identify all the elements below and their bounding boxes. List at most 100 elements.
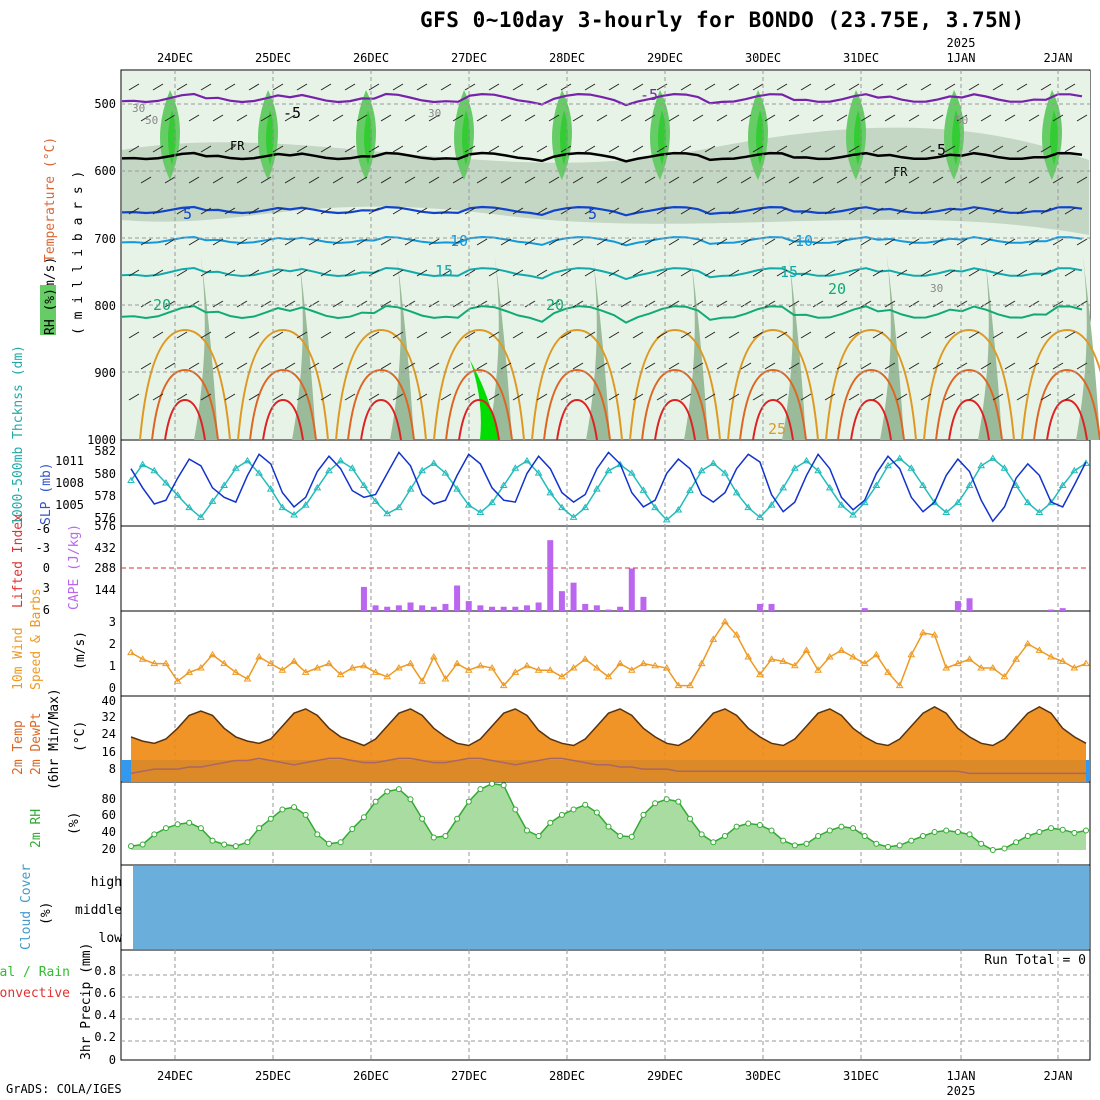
wind-tick: 3: [109, 615, 116, 629]
wind-barb: [536, 207, 548, 215]
wind10m-point: [290, 657, 298, 664]
rh2m-point: [221, 841, 228, 848]
rh2m-point: [477, 786, 484, 793]
wind-barb: [140, 300, 152, 308]
wind-barb: [536, 83, 548, 91]
wind-barb: [500, 238, 512, 246]
wind-barb: [932, 238, 944, 246]
wind10m-point: [208, 650, 217, 658]
rh2m-point: [523, 827, 530, 834]
grid-lines: [121, 70, 1090, 1060]
cape-bar: [605, 609, 612, 611]
rh2m-point: [617, 832, 624, 839]
level-tick: 700: [94, 232, 116, 246]
wind-barb: [464, 145, 476, 153]
wind-barb: [752, 393, 764, 401]
wind-barb: [476, 362, 488, 370]
wind-barb: [524, 300, 536, 308]
wind-barb: [992, 393, 1004, 401]
top-date-axis: 24DEC 25DEC 26DEC 27DEC 28DEC 29DEC 30DE…: [157, 36, 1073, 65]
wind-barb: [908, 362, 920, 370]
cape-bar: [547, 540, 554, 611]
wind10m-point: [1023, 639, 1032, 647]
wind-barb: [800, 207, 812, 215]
cape-bar: [756, 603, 763, 611]
wind-barb: [920, 207, 932, 215]
wind10m-point: [394, 664, 403, 671]
wind-barb: [152, 207, 164, 215]
wind10m-point: [301, 668, 310, 675]
wind10m-point: [1035, 646, 1044, 653]
wind10m-point: [138, 655, 147, 662]
wind-barb: [284, 114, 296, 122]
wind-barb: [1016, 331, 1028, 339]
bottom-date-label: 26DEC: [353, 1069, 389, 1083]
wind-barb: [428, 362, 440, 370]
wind10m-point: [1012, 655, 1021, 662]
series-marks: [121, 451, 1090, 949]
wind-barb: [848, 83, 860, 91]
wind-barb: [764, 300, 776, 308]
wind-barb: [512, 83, 524, 91]
wind-barb: [776, 331, 788, 339]
wind-barb: [860, 362, 872, 370]
contour-25: [825, 328, 917, 441]
contour-label-10: 10: [795, 232, 813, 250]
wind-barb: [308, 114, 320, 122]
wind-barb: [812, 300, 824, 308]
thickness-point: [919, 481, 927, 488]
wind-barb: [440, 207, 452, 215]
rh2m-point: [430, 834, 437, 841]
wind-barb: [980, 362, 992, 370]
wind-barb: [608, 83, 620, 91]
wind-barb: [548, 114, 560, 122]
wind-barb: [416, 393, 428, 401]
wind-barb: [356, 238, 368, 246]
thickness-tick: 578: [94, 489, 116, 503]
wind-barb: [680, 145, 692, 153]
wind-barb: [956, 300, 968, 308]
wind-barb: [260, 362, 272, 370]
contour-30: [151, 368, 219, 441]
thickness-point: [825, 483, 834, 491]
thickness-point: [686, 486, 694, 493]
cape-tick: 576: [94, 519, 116, 533]
level-tick: 1000: [87, 433, 116, 447]
rh2m-point: [162, 825, 169, 832]
wind10m-point: [1070, 664, 1079, 671]
contour-label-m5: -5: [928, 141, 946, 159]
wind-barb: [320, 83, 332, 91]
wind-barb: [248, 269, 260, 277]
thickness-point: [1070, 466, 1079, 474]
rh-legend-swatch: [40, 285, 56, 335]
contour-25: [727, 328, 819, 441]
contour-label-m5: -5: [283, 104, 301, 122]
rh2m-point: [850, 825, 857, 832]
wind-barb: [452, 176, 464, 184]
precip-panel: [120, 949, 1091, 1061]
wind-barb: [1052, 176, 1064, 184]
rh2m-point: [302, 811, 309, 818]
rh-tick: 40: [102, 825, 116, 839]
wind-barb: [140, 238, 152, 246]
thickness-point: [231, 464, 240, 471]
thickness-point: [895, 454, 904, 461]
rh2m-point: [314, 831, 321, 838]
wind-barb: [1028, 300, 1040, 308]
wind10m-point: [604, 672, 613, 680]
thickness-point: [872, 481, 881, 488]
cloud-label-a: Cloud Cover: [19, 864, 34, 950]
wind-barb: [140, 176, 152, 184]
wind-barb: [416, 331, 428, 339]
slp-label: SLP (mb): [39, 462, 54, 525]
wind-barb: [956, 114, 968, 122]
rh2m-point: [919, 832, 926, 839]
wind-barb: [812, 362, 824, 370]
level-tick: 900: [94, 366, 116, 380]
wind10m-point: [243, 675, 252, 682]
wind-barb: [848, 331, 860, 339]
wind-barb: [428, 176, 440, 184]
wind-barb: [272, 207, 284, 215]
wind-barb: [968, 207, 980, 215]
wind-barb: [356, 176, 368, 184]
